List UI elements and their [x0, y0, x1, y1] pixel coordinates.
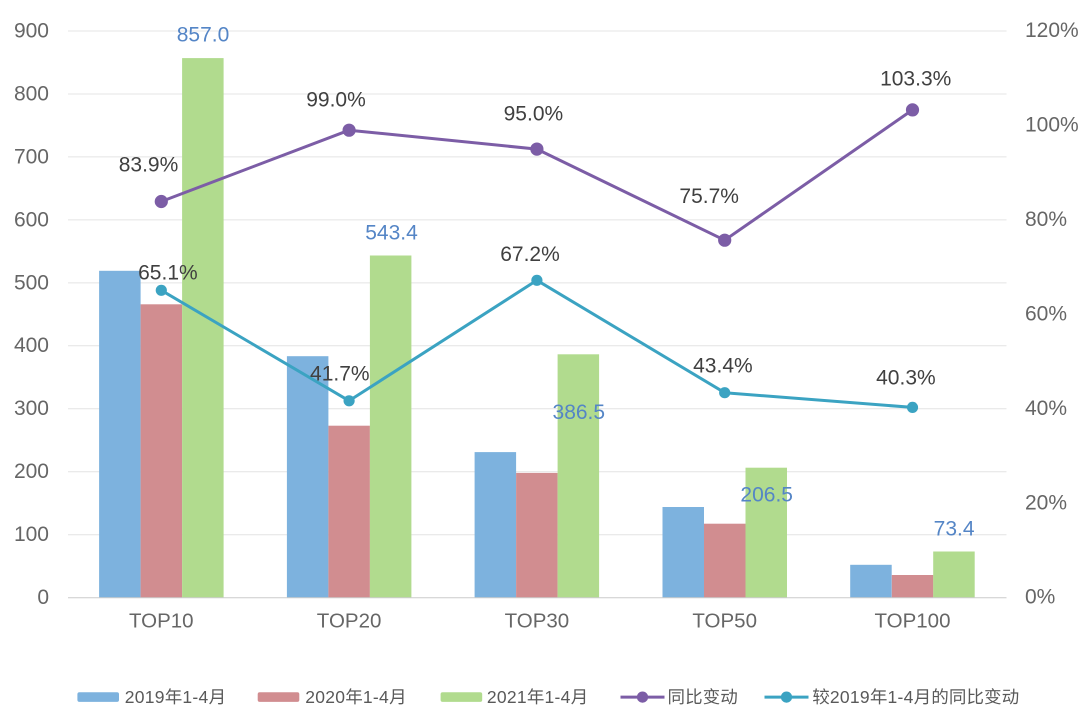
- svg-text:TOP30: TOP30: [505, 609, 570, 632]
- svg-text:65.1%: 65.1%: [138, 262, 198, 285]
- svg-text:40%: 40%: [1025, 397, 1067, 420]
- svg-text:103.3%: 103.3%: [880, 67, 951, 90]
- svg-text:543.4: 543.4: [365, 221, 418, 244]
- svg-text:41.7%: 41.7%: [310, 362, 370, 385]
- svg-text:83.9%: 83.9%: [119, 154, 179, 177]
- svg-text:73.4: 73.4: [934, 518, 975, 541]
- svg-text:400: 400: [14, 334, 49, 357]
- svg-text:500: 500: [14, 271, 49, 294]
- svg-text:600: 600: [14, 208, 49, 231]
- svg-text:1-4: 1-4: [363, 687, 389, 707]
- svg-text:0%: 0%: [1025, 586, 1055, 609]
- svg-text:2019: 2019: [125, 687, 165, 707]
- svg-text:700: 700: [14, 145, 49, 168]
- svg-text:20%: 20%: [1025, 491, 1067, 514]
- svg-text:40.3%: 40.3%: [876, 366, 936, 389]
- svg-text:75.7%: 75.7%: [679, 185, 739, 208]
- svg-text:80%: 80%: [1025, 208, 1067, 231]
- svg-text:43.4%: 43.4%: [693, 355, 753, 378]
- svg-text:95.0%: 95.0%: [504, 102, 564, 125]
- svg-text:TOP10: TOP10: [129, 609, 194, 632]
- svg-text:1-4: 1-4: [182, 687, 208, 707]
- svg-text:206.5: 206.5: [740, 484, 793, 507]
- svg-text:120%: 120%: [1025, 19, 1079, 42]
- svg-text:67.2%: 67.2%: [500, 243, 560, 266]
- svg-text:800: 800: [14, 82, 49, 105]
- svg-text:100%: 100%: [1025, 114, 1079, 137]
- svg-text:386.5: 386.5: [553, 401, 606, 424]
- svg-text:99.0%: 99.0%: [306, 89, 366, 112]
- svg-text:200: 200: [14, 460, 49, 483]
- svg-text:1-4: 1-4: [888, 687, 914, 707]
- svg-text:TOP20: TOP20: [317, 609, 382, 632]
- svg-text:TOP50: TOP50: [692, 609, 757, 632]
- svg-text:0: 0: [37, 586, 49, 609]
- svg-text:900: 900: [14, 19, 49, 42]
- svg-text:2021: 2021: [487, 687, 527, 707]
- svg-text:1-4: 1-4: [545, 687, 571, 707]
- svg-text:60%: 60%: [1025, 302, 1067, 325]
- svg-text:857.0: 857.0: [177, 23, 230, 46]
- svg-text:300: 300: [14, 397, 49, 420]
- svg-text:2020: 2020: [305, 687, 345, 707]
- svg-text:TOP100: TOP100: [875, 609, 951, 632]
- svg-text:2019: 2019: [830, 687, 870, 707]
- svg-text:100: 100: [14, 523, 49, 546]
